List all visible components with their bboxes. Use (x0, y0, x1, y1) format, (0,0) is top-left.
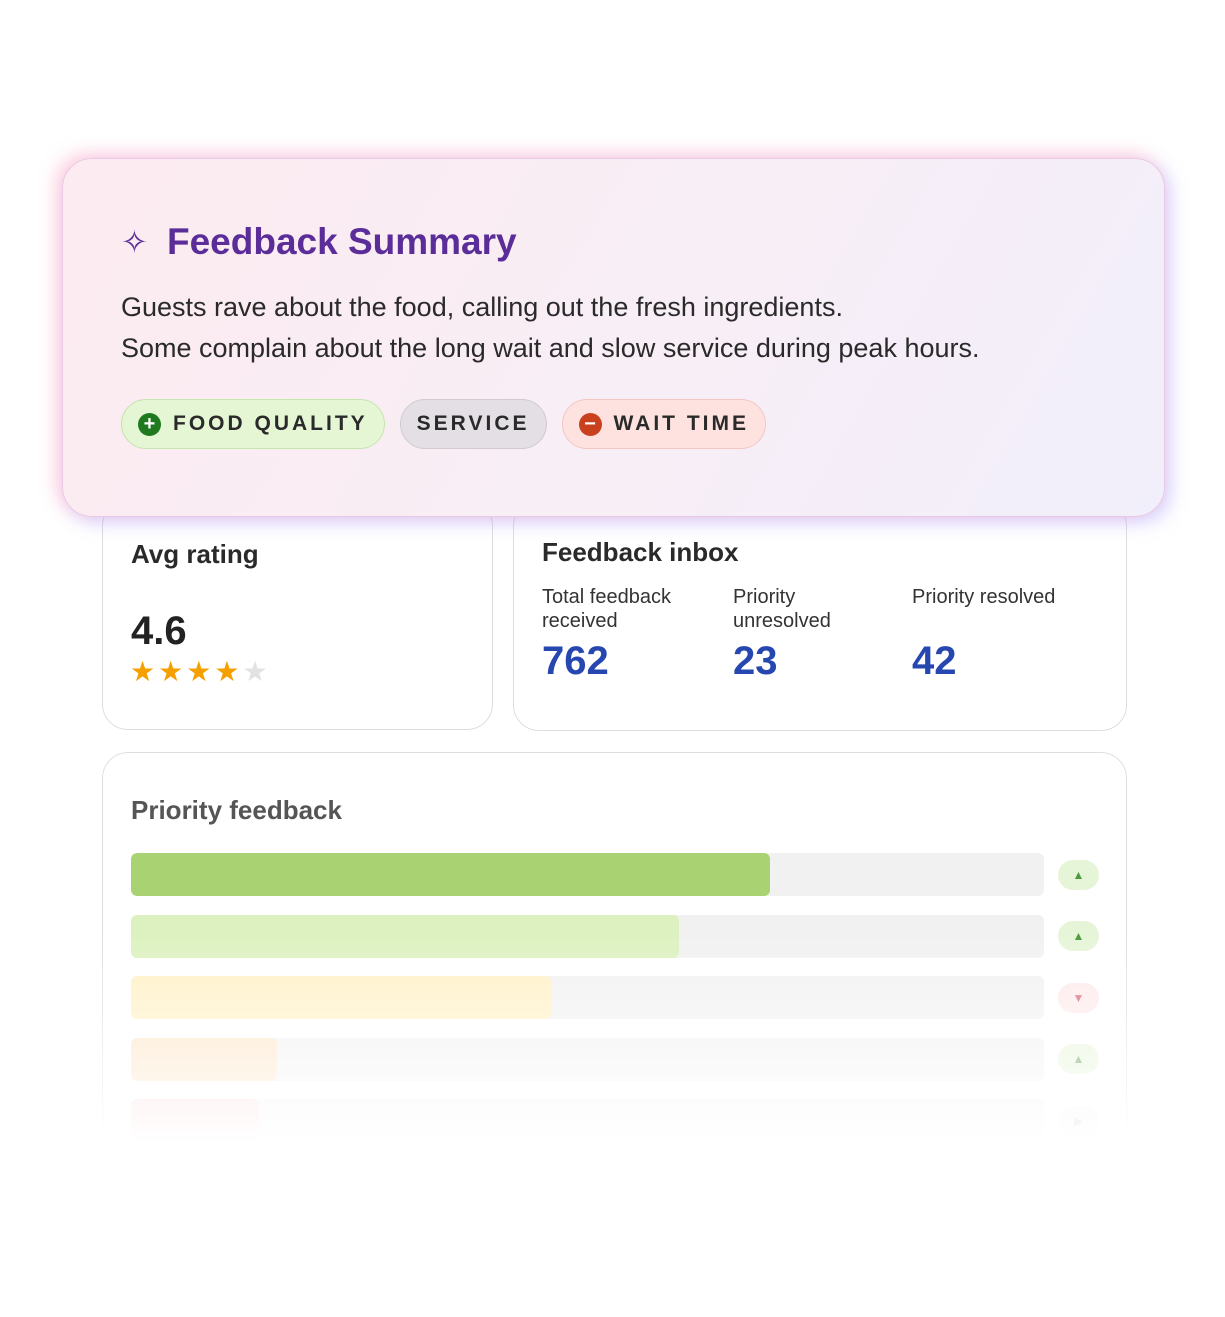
stat-value: 762 (542, 639, 609, 683)
summary-card: ✧ Feedback Summary Guests rave about the… (62, 158, 1165, 517)
bar-track (131, 853, 1044, 896)
trend-badge: ▲ (1058, 859, 1099, 890)
stat: Priority unresolved 23 (733, 585, 893, 684)
card-title: Feedback inbox (542, 537, 739, 567)
bar (131, 1037, 278, 1081)
star: ★ (158, 656, 184, 687)
bar-track (131, 1037, 1044, 1081)
sentiment-icon: − (578, 412, 602, 436)
priority-card: Priority feedback ▲ ▲ ▼ ▲ ▶ (102, 752, 1127, 1152)
stars: ★ ★ ★ ★ ★ (130, 655, 268, 688)
trend-badge: ▲ (1058, 921, 1099, 951)
inbox-card: Feedback inbox Total feedback received 76… (513, 500, 1127, 731)
sparkle-icon: ✧ (121, 224, 148, 260)
bar (131, 1099, 259, 1142)
summary-text: Guests rave about the food, calling out … (121, 292, 843, 322)
sentiment-icon: + (138, 412, 161, 436)
trend-badge: ▲ (1058, 1044, 1099, 1074)
bar-track (131, 976, 1044, 1019)
star: ★ (242, 656, 268, 687)
stat-label: Priority unresolved (733, 586, 831, 632)
star: ★ (130, 656, 156, 687)
stat-value: 42 (912, 639, 957, 683)
rating-value: 4.6 (131, 609, 187, 653)
bar-track (131, 914, 1044, 958)
bar (131, 914, 679, 958)
tag-label: SERVICE (416, 412, 530, 435)
stat-value: 23 (733, 639, 778, 683)
stat: Priority resolved 42 (912, 585, 1072, 684)
card-title: Avg rating (131, 539, 259, 569)
bar (131, 853, 771, 896)
rating-card: Avg rating 4.6 ★ ★ ★ ★ ★ (102, 500, 493, 730)
tag-chip[interactable]: − WAIT TIME (561, 399, 766, 449)
stat-label: Total feedback received (542, 586, 671, 632)
stat-label: Priority resolved (912, 586, 1056, 608)
bar-track (131, 1099, 1044, 1142)
trend-badge: ▼ (1058, 982, 1099, 1013)
tag-label: FOOD QUALITY (173, 412, 368, 435)
trend-badge: ▶ (1058, 1105, 1099, 1136)
tag-label: WAIT TIME (613, 412, 749, 435)
summary-text: Some complain about the long wait and sl… (121, 333, 980, 363)
star: ★ (214, 656, 240, 687)
bar (131, 976, 551, 1019)
summary-title: Feedback Summary (167, 221, 517, 262)
tag-list: + FOOD QUALITY SERVICE − WAIT TIME (121, 399, 766, 449)
tag-chip[interactable]: SERVICE (399, 399, 547, 449)
tag-chip[interactable]: + FOOD QUALITY (121, 399, 385, 449)
stat: Total feedback received 762 (542, 585, 702, 684)
star: ★ (186, 656, 212, 687)
card-title: Priority feedback (131, 795, 342, 825)
